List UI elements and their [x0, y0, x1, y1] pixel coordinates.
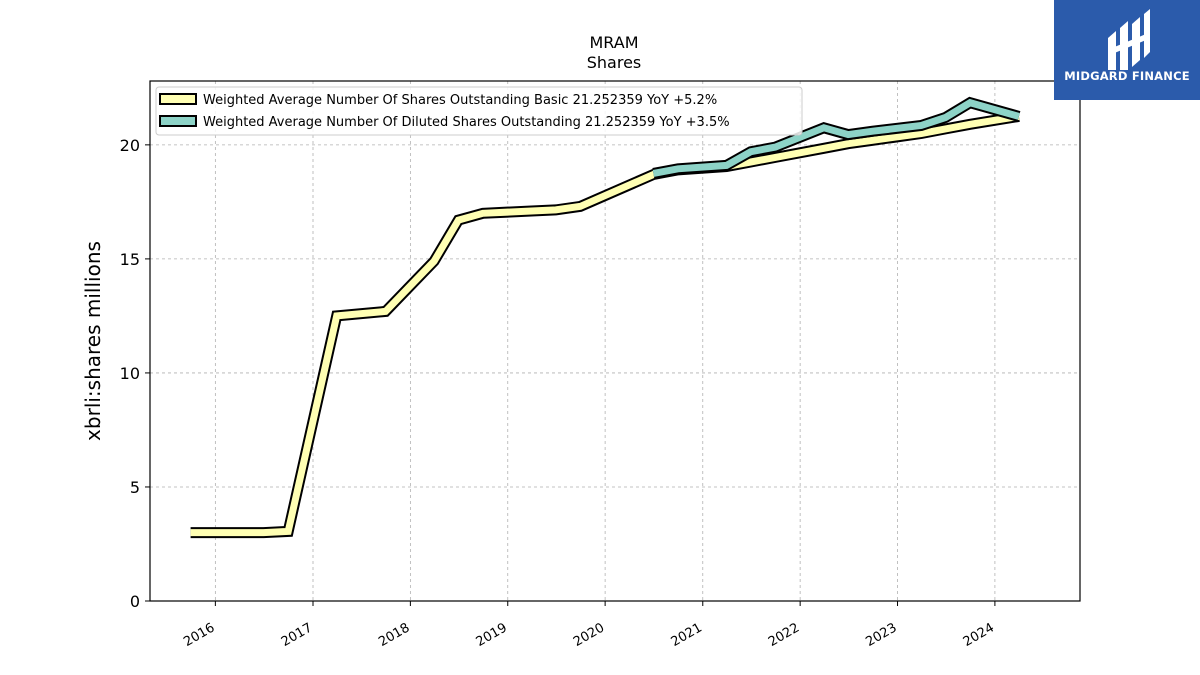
x-tick-label: 2018: [376, 620, 412, 650]
series-0: [190, 110, 1020, 539]
legend-swatch-basic: [159, 93, 197, 105]
grid-lines: [150, 81, 1080, 602]
y-tick-label: 15: [120, 250, 140, 269]
legend-label-basic: Weighted Average Number Of Shares Outsta…: [203, 93, 717, 108]
x-tick-label: 2023: [863, 620, 899, 650]
x-axis: 2016 2017 2018 2019 2020 2021 2022 2023 2024: [181, 601, 997, 650]
x-tick-label: 2019: [474, 620, 510, 650]
legend-label-diluted: Weighted Average Number Of Diluted Share…: [203, 115, 730, 130]
legend: Weighted Average Number Of Shares Outsta…: [155, 86, 803, 136]
y-axis-label: xbrli:shares millions: [81, 241, 105, 441]
brand-logo: MIDGARD FINANCE: [1054, 0, 1200, 100]
y-tick-label: 0: [130, 592, 140, 611]
series-line: [190, 112, 1020, 537]
x-tick-label: 2016: [181, 620, 217, 650]
y-tick-label: 20: [120, 136, 140, 155]
legend-swatch-diluted: [159, 115, 197, 127]
logo-text: MIDGARD FINANCE: [1064, 69, 1190, 83]
y-tick-label: 5: [130, 478, 140, 497]
y-tick-label: 10: [120, 364, 140, 383]
x-tick-label: 2024: [961, 620, 997, 650]
y-axis: 0 5 10 15 20: [120, 136, 150, 611]
x-tick-label: 2017: [279, 620, 315, 650]
chart-subtitle: Shares: [587, 53, 642, 72]
x-tick-label: 2021: [669, 620, 705, 650]
logo-mark-icon: [1108, 9, 1150, 70]
series-lines: [190, 96, 1021, 539]
series-1: [652, 96, 1021, 179]
series-line: [652, 98, 1020, 177]
x-tick-label: 2020: [571, 620, 607, 650]
chart-title: MRAM: [589, 33, 638, 52]
legend-box: [155, 86, 803, 136]
plot-frame: [149, 80, 1081, 602]
x-tick-label: 2022: [766, 620, 802, 650]
